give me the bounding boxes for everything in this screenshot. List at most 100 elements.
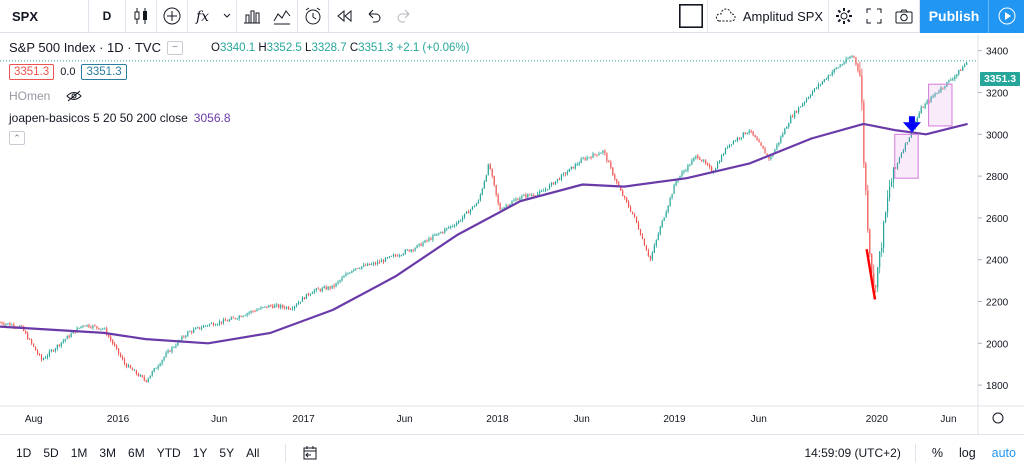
layout-select-icon[interactable]: [675, 0, 707, 33]
legend-collapse-button[interactable]: −: [166, 40, 183, 55]
candle-body: [388, 256, 391, 258]
candle-body: [216, 324, 219, 325]
candle-body: [129, 365, 132, 369]
range-all[interactable]: All: [246, 445, 260, 460]
separator: [919, 0, 920, 33]
legend-expand-icon[interactable]: ⌃: [9, 131, 25, 145]
candle-body: [157, 366, 159, 369]
candle-body: [485, 175, 487, 182]
candle-body: [715, 168, 717, 172]
gear-icon[interactable]: [829, 0, 859, 33]
range-ytd[interactable]: YTD: [156, 445, 181, 460]
candle-body: [930, 96, 932, 102]
log-toggle[interactable]: log: [958, 445, 976, 460]
candle-body: [410, 249, 412, 252]
candle-body: [701, 159, 703, 162]
candle-body: [881, 247, 883, 252]
range-5y[interactable]: 5Y: [219, 445, 235, 460]
layout-name-button[interactable]: Amplitud SPX: [708, 0, 828, 33]
candle-body: [434, 235, 436, 237]
range-1y[interactable]: 1Y: [192, 445, 208, 460]
candle-body: [98, 327, 100, 330]
replay-icon[interactable]: [329, 0, 359, 33]
candle-body: [697, 155, 699, 158]
candle-body: [469, 209, 472, 214]
chart-pane[interactable]: 1800 2000 2200 2400 2600 2800 3000 3200 3400 Aug 2…: [0, 34, 1024, 434]
candle-body: [461, 217, 464, 221]
publish-button[interactable]: Publish: [920, 0, 988, 33]
percent-toggle[interactable]: %: [931, 445, 943, 460]
annotation-down-arrow: [902, 116, 921, 133]
fullscreen-icon[interactable]: [859, 0, 889, 33]
candle-body: [543, 190, 545, 192]
candle-style-icon[interactable]: [126, 0, 156, 33]
range-3m[interactable]: 3M: [99, 445, 117, 460]
candle-body: [321, 288, 323, 291]
candle-body: [448, 227, 450, 229]
ask-pill[interactable]: 3351.3: [81, 64, 127, 80]
indicators-fx-icon[interactable]: fx: [188, 0, 218, 33]
goto-date-icon[interactable]: [302, 445, 318, 461]
candle-body: [768, 154, 770, 159]
candle-body: [96, 326, 98, 328]
x-tick-label: 2017: [292, 414, 315, 425]
candle-body: [64, 339, 66, 341]
candle-body: [62, 340, 64, 343]
templates-icon[interactable]: [267, 0, 297, 33]
compare-plus-icon[interactable]: [157, 0, 187, 33]
candle-body: [335, 283, 337, 287]
candle-body: [137, 373, 139, 377]
candle-body: [114, 343, 116, 346]
interval-button[interactable]: D: [102, 9, 112, 23]
candle-body: [784, 128, 786, 135]
candle-body: [212, 323, 215, 326]
candle-body: [440, 232, 442, 234]
redo-icon[interactable]: [389, 0, 419, 33]
chevron-down-icon[interactable]: [218, 0, 236, 33]
candle-body: [143, 377, 145, 381]
range-6m[interactable]: 6M: [128, 445, 145, 460]
legend-ohlc: O3340.1 H3352.5 L3328.7 C3351.3 +2.1 (+0…: [210, 41, 470, 54]
axis-gear-icon[interactable]: [992, 412, 1004, 424]
price-chart[interactable]: 1800 2000 2200 2400 2600 2800 3000 3200 3400 Aug 2…: [0, 34, 1024, 434]
symbol-search[interactable]: SPX: [12, 8, 39, 24]
candle-body: [341, 277, 343, 281]
hidden-eye-icon[interactable]: [66, 90, 83, 102]
financials-bar-icon[interactable]: [237, 0, 267, 33]
candle-body: [5, 323, 7, 325]
candle-body: [390, 255, 393, 257]
bid-pill[interactable]: 3351.3: [9, 64, 55, 80]
candle-body: [711, 167, 713, 172]
candle-body: [521, 195, 523, 199]
candle-body: [637, 222, 640, 230]
ma-200-line: [0, 122, 968, 345]
candle-body: [9, 323, 11, 326]
range-1m[interactable]: 1M: [70, 445, 88, 460]
candle-body: [459, 220, 462, 222]
candle-body: [373, 262, 375, 264]
candle-body: [493, 175, 495, 185]
undo-icon[interactable]: [359, 0, 389, 33]
play-icon[interactable]: [988, 0, 1024, 33]
camera-icon[interactable]: [889, 0, 919, 33]
candle-body: [167, 350, 169, 353]
candle-body: [847, 58, 849, 60]
candle-body: [823, 79, 825, 82]
candle-body: [436, 233, 438, 236]
candle-body: [268, 305, 270, 308]
alert-clock-icon[interactable]: [298, 0, 328, 33]
range-5d[interactable]: 5D: [43, 445, 59, 460]
spread-value: 0.0: [60, 66, 76, 78]
auto-toggle[interactable]: auto: [991, 445, 1016, 460]
clock[interactable]: 14:59:09 (UTC+2): [804, 445, 901, 460]
candle-body: [687, 165, 689, 171]
candle-body: [624, 195, 626, 198]
range-1d[interactable]: 1D: [16, 445, 32, 460]
x-tick-label: Jun: [574, 414, 590, 425]
candle-body: [121, 356, 124, 360]
candle-body: [280, 305, 282, 308]
candle-body: [788, 123, 790, 127]
candle-body: [402, 253, 404, 256]
candle-body: [452, 225, 454, 227]
candle-body: [465, 211, 468, 214]
